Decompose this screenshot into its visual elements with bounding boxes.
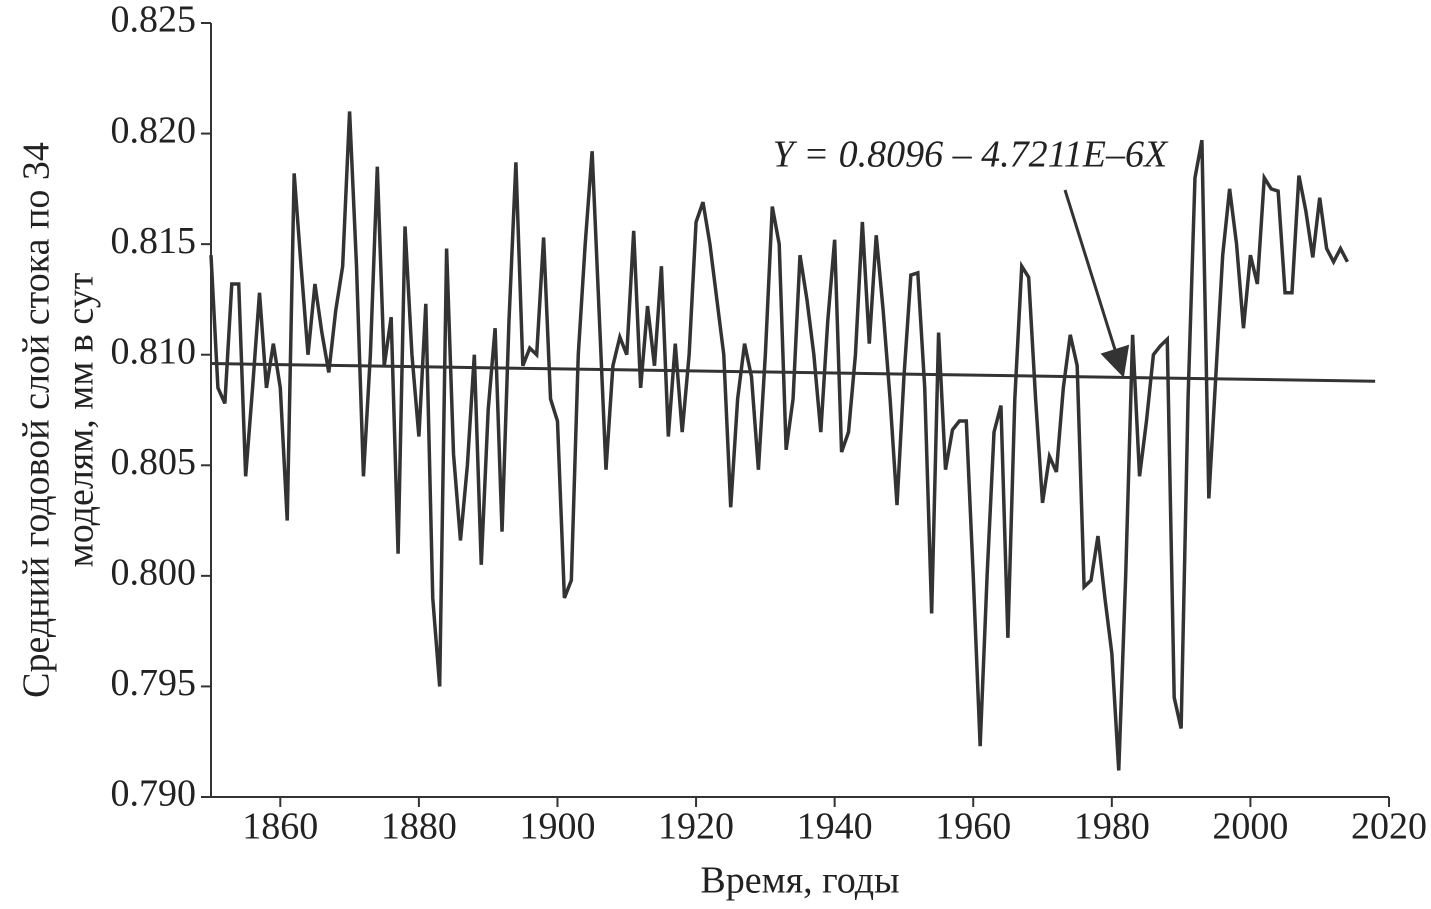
y-tick-label: 0.805 [111,441,197,483]
y-tick-label: 0.795 [111,662,197,704]
x-tick-label: 1860 [242,806,318,848]
y-tick-label: 0.790 [111,773,197,815]
x-tick-label: 1940 [797,806,873,848]
x-tick-label: 1920 [658,806,734,848]
arrow [1063,189,1130,378]
x-tick-label: 2000 [1212,806,1288,848]
trend-line [210,362,1376,383]
y-tick-label: 0.825 [111,0,197,41]
y-tick-label: 0.815 [111,220,197,262]
x-tick-label: 1900 [519,806,595,848]
y-axis-label: Средний годовой слой стока по 34 [16,142,58,698]
x-axis-label: Время, годы [700,860,899,902]
equation: Y = 0.8096 – 4.7211E–6X [773,134,1169,176]
y-tick-label: 0.820 [111,109,197,151]
y-axis-label: моделям, мм в сут [60,272,102,567]
y-tick-label: 0.800 [111,552,197,594]
x-tick-label: 2020 [1351,806,1427,848]
x-tick-label: 1960 [935,806,1011,848]
x-tick-label: 1880 [381,806,457,848]
y-tick-label: 0.810 [111,330,197,372]
data-line [209,111,1349,771]
x-tick-label: 1980 [1074,806,1150,848]
